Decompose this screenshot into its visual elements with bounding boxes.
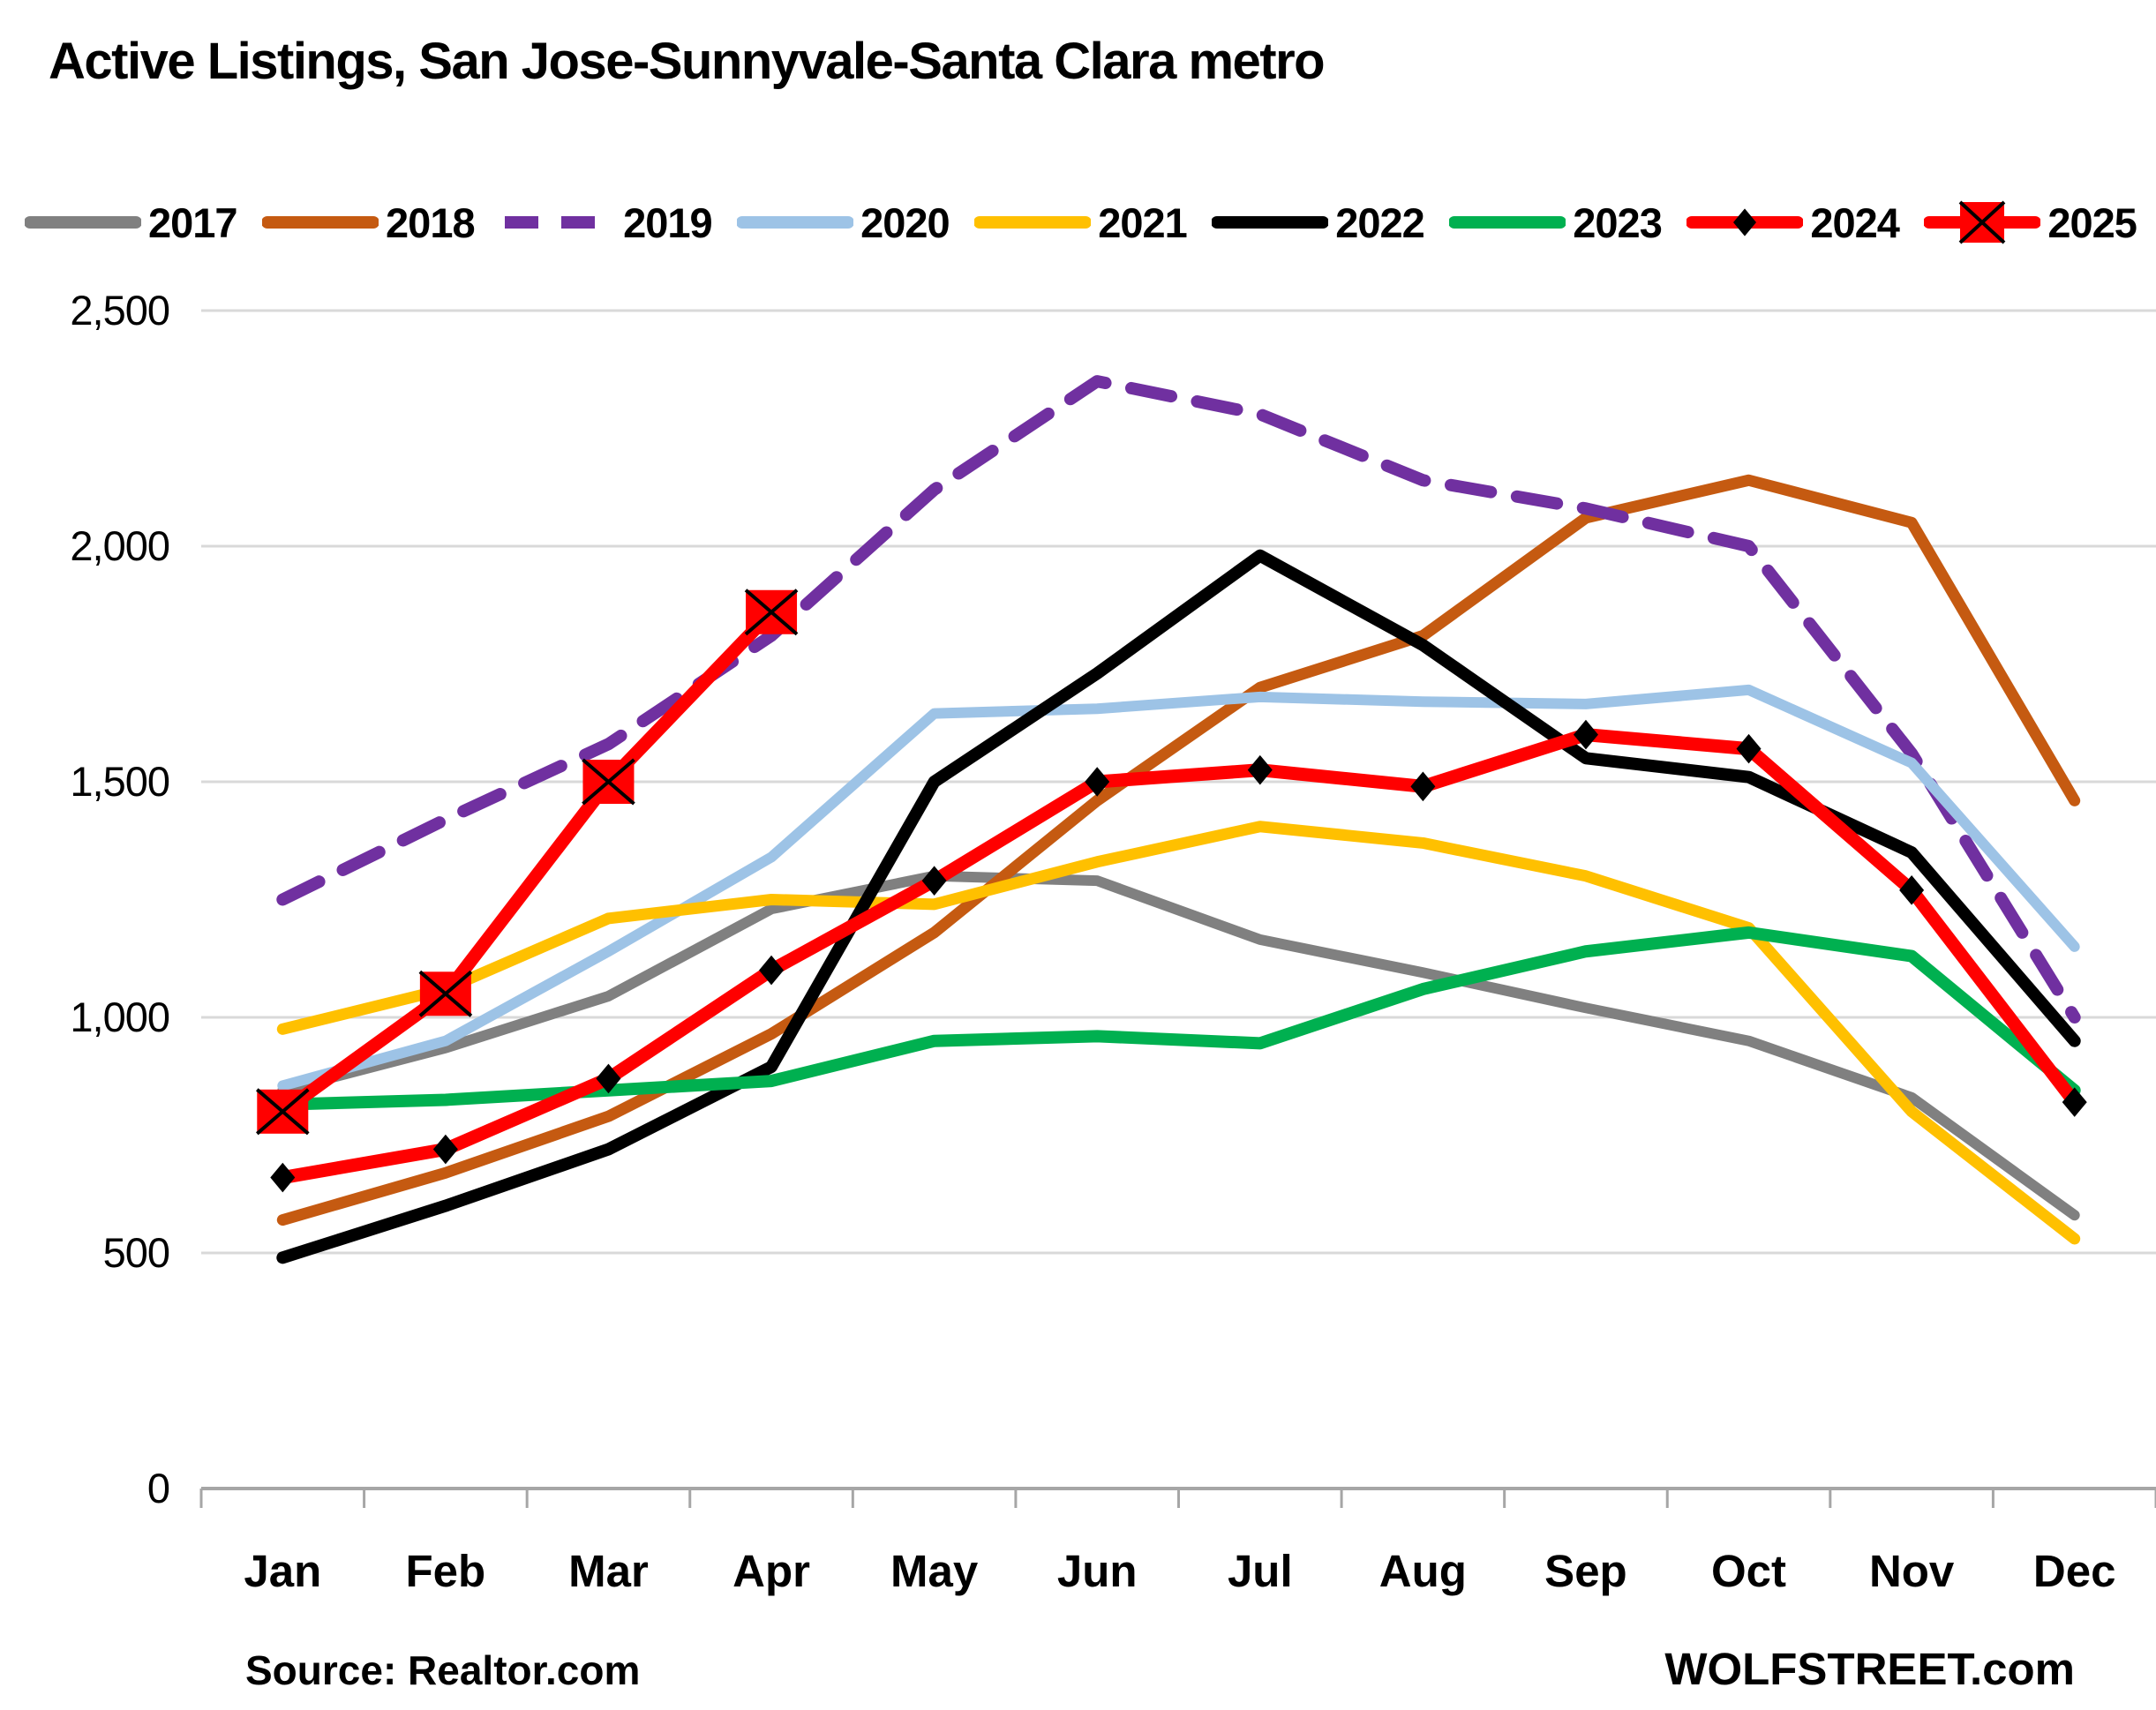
legend-swatch-2024-icon (1686, 208, 1804, 236)
y-axis-label: 1,500 (70, 758, 169, 805)
watermark-wolfstreet: WOLFSTREET.com (1664, 1644, 2075, 1694)
diamond-marker (1410, 771, 1436, 802)
legend-swatch-2021-icon (974, 216, 1092, 229)
diamond-marker (596, 1063, 621, 1094)
legend-item-2018: 2018 (262, 196, 476, 249)
legend-label-2019: 2019 (623, 199, 713, 246)
legend-item-2020: 2020 (737, 196, 950, 249)
legend-swatch-2025-icon (1924, 200, 2041, 244)
y-axis-label: 500 (103, 1229, 169, 1276)
legend-label-2025: 2025 (2047, 199, 2137, 246)
series-line-2018 (276, 474, 2081, 1226)
x-axis-label: Feb (406, 1546, 486, 1596)
legend-item-2025: 2025 (1924, 196, 2137, 249)
x-square-marker (744, 589, 799, 636)
legend-item-2024: 2024 (1686, 196, 1900, 249)
series-2022 (276, 549, 2081, 1264)
diamond-marker (432, 1134, 458, 1165)
x-square-marker (582, 758, 635, 806)
source-note: Source: Realtor.com (245, 1647, 641, 1693)
legend-swatch-2017-icon (25, 216, 141, 229)
series-2017 (277, 870, 2080, 1221)
y-axis-label: 2,500 (70, 287, 169, 334)
y-axis-label: 0 (147, 1465, 169, 1511)
series-line-2024 (275, 728, 2082, 1185)
x-axis-label: Apr (732, 1546, 810, 1596)
y-axis-label: 2,000 (70, 522, 169, 569)
legend-label-2017: 2017 (148, 199, 238, 246)
y-axis-label: 1,000 (70, 994, 169, 1040)
diamond-marker (1247, 754, 1273, 785)
x-square-marker (1959, 200, 2006, 244)
diamond-marker (2062, 1087, 2087, 1117)
legend-label-2022: 2022 (1335, 199, 1425, 246)
x-axis-label: Oct (1711, 1546, 1786, 1596)
legend-label-2023: 2023 (1573, 199, 1663, 246)
x-square-marker (418, 970, 473, 1017)
series-line-2017 (277, 870, 2080, 1221)
series-2024 (270, 719, 2087, 1193)
legend: 2017 2018 2019 2020 2021 2022 2023 2024 2025 (25, 194, 2137, 251)
legend-item-2019: 2019 (500, 196, 713, 249)
x-square-marker (255, 1088, 310, 1136)
x-axis-label: Sep (1544, 1546, 1627, 1596)
series-line-2021 (276, 821, 2081, 1245)
diamond-marker (1573, 719, 1598, 750)
series-2021 (276, 821, 2081, 1245)
legend-label-2021: 2021 (1098, 199, 1188, 246)
diamond-marker (759, 955, 785, 986)
x-axis-label: Mar (568, 1546, 649, 1596)
diamond-marker (270, 1162, 296, 1193)
chart-title: Active Listings, San Jose-Sunnyvale-Sant… (49, 33, 1326, 90)
legend-item-2021: 2021 (974, 196, 1188, 249)
series-2019 (276, 375, 2081, 1024)
series-line-2019 (276, 375, 2081, 1024)
x-axis-label: Jul (1228, 1546, 1293, 1596)
legend-item-2022: 2022 (1212, 196, 1425, 249)
x-axis-label: Dec (2033, 1546, 2116, 1596)
legend-swatch-2022-icon (1212, 216, 1329, 229)
diamond-marker (921, 866, 947, 896)
legend-item-2023: 2023 (1449, 196, 1663, 249)
legend-swatch-2018-icon (262, 216, 379, 229)
legend-label-2024: 2024 (1810, 199, 1900, 246)
legend-label-2020: 2020 (860, 199, 950, 246)
legend-swatch-2020-icon (737, 216, 854, 229)
diamond-marker (1736, 733, 1762, 764)
x-axis-label: May (890, 1546, 979, 1596)
series-line-2022 (276, 549, 2081, 1264)
x-axis-label: Aug (1379, 1546, 1467, 1596)
legend-swatch-2023-icon (1449, 216, 1566, 229)
x-axis-label: Jan (244, 1546, 321, 1596)
series-line-2020 (277, 684, 2080, 1091)
series-2025 (255, 589, 799, 1136)
diamond-marker (1085, 767, 1110, 797)
x-axis-label: Nov (1869, 1546, 1955, 1596)
series-2018 (276, 474, 2081, 1226)
diamond-marker (1899, 875, 1925, 905)
diamond-marker (1733, 208, 1757, 236)
legend-swatch-2019-icon (505, 216, 612, 229)
series-2020 (277, 684, 2080, 1091)
legend-label-2018: 2018 (386, 199, 476, 246)
legend-item-2017: 2017 (25, 196, 238, 249)
x-axis-label: Jun (1057, 1546, 1138, 1596)
series-line-2025 (275, 605, 778, 1119)
